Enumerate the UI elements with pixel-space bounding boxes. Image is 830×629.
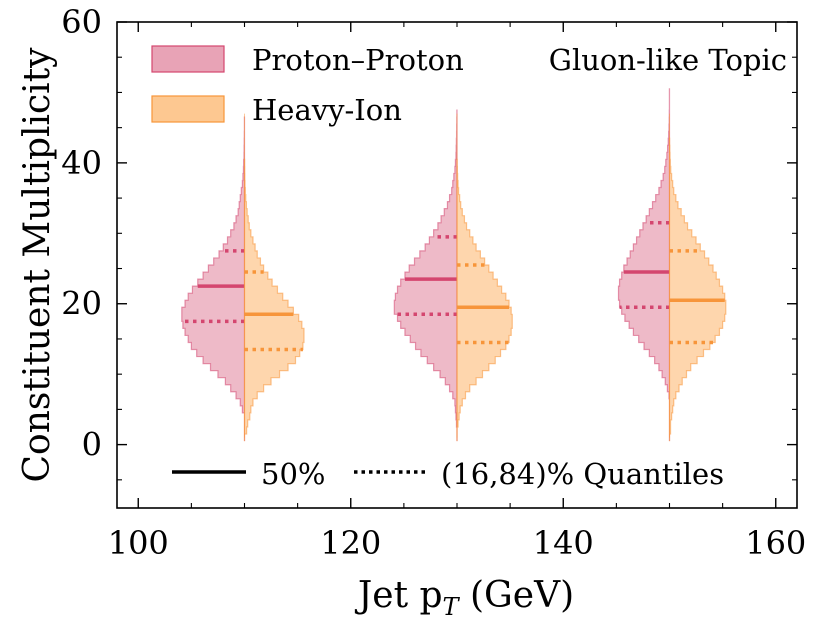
x-axis-title-unit: (GeV) (459, 575, 575, 616)
legend-hi-swatch (151, 95, 225, 123)
violin-hi-1 (456, 158, 513, 442)
legend-hi-label: Heavy-Ion (252, 93, 402, 127)
legend-quantile-label: (16,84)% Quantiles (441, 457, 724, 491)
legend-median-label: 50% (261, 457, 325, 491)
legend-pp-label: Proton–Proton (252, 43, 464, 77)
x-tick-label-120: 120 (320, 524, 381, 562)
x-tick-label-100: 100 (108, 524, 169, 562)
violin-pp-0 (181, 116, 246, 442)
violin-hi-0 (243, 158, 305, 442)
y-tick-label-20: 20 (61, 285, 102, 323)
legend-bottom: 50% (16,84)% Quantiles (172, 457, 724, 491)
x-axis-title-main: Jet p (354, 575, 443, 616)
plot-frame (116, 21, 798, 509)
x-axis-title: Jet pT (GeV) (354, 575, 574, 621)
y-tick-label-40: 40 (61, 144, 102, 182)
x-axis-title-sub: T (443, 593, 461, 621)
violin-group-110 (181, 113, 305, 442)
data-layer (181, 88, 727, 442)
x-tick-label-140: 140 (533, 524, 594, 562)
y-axis-title: Constituent Multiplicity (17, 47, 58, 483)
topic-annotation: Gluon-like Topic (549, 43, 787, 77)
violin-group-150 (617, 88, 727, 442)
labels-layer: 100 120 140 160 0 20 40 60 (61, 3, 806, 562)
violin-hi-2 (668, 137, 727, 442)
violin-group-130 (393, 109, 513, 442)
legend-pp-swatch (151, 45, 225, 73)
violin-pp-1 (393, 109, 458, 442)
x-tick-label-160: 160 (745, 524, 806, 562)
legend-top: Proton–Proton Heavy-Ion (151, 43, 464, 127)
y-tick-label-0: 0 (82, 426, 102, 464)
y-tick-label-60: 60 (61, 3, 102, 41)
violin-pp-2 (617, 88, 671, 442)
